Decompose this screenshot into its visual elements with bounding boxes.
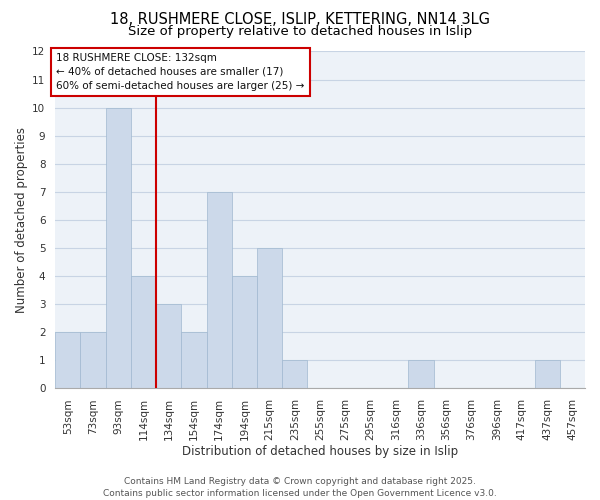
Bar bbox=[106, 108, 131, 388]
Bar bbox=[80, 332, 106, 388]
Bar bbox=[232, 276, 257, 388]
Bar bbox=[156, 304, 181, 388]
Bar bbox=[257, 248, 282, 388]
Bar bbox=[55, 332, 80, 388]
Y-axis label: Number of detached properties: Number of detached properties bbox=[15, 127, 28, 313]
Bar bbox=[206, 192, 232, 388]
Text: Size of property relative to detached houses in Islip: Size of property relative to detached ho… bbox=[128, 25, 472, 38]
Text: 18, RUSHMERE CLOSE, ISLIP, KETTERING, NN14 3LG: 18, RUSHMERE CLOSE, ISLIP, KETTERING, NN… bbox=[110, 12, 490, 28]
X-axis label: Distribution of detached houses by size in Islip: Distribution of detached houses by size … bbox=[182, 444, 458, 458]
Text: Contains HM Land Registry data © Crown copyright and database right 2025.
Contai: Contains HM Land Registry data © Crown c… bbox=[103, 476, 497, 498]
Text: 18 RUSHMERE CLOSE: 132sqm
← 40% of detached houses are smaller (17)
60% of semi-: 18 RUSHMERE CLOSE: 132sqm ← 40% of detac… bbox=[56, 53, 305, 91]
Bar bbox=[409, 360, 434, 388]
Bar bbox=[181, 332, 206, 388]
Bar bbox=[535, 360, 560, 388]
Bar bbox=[131, 276, 156, 388]
Bar bbox=[282, 360, 307, 388]
